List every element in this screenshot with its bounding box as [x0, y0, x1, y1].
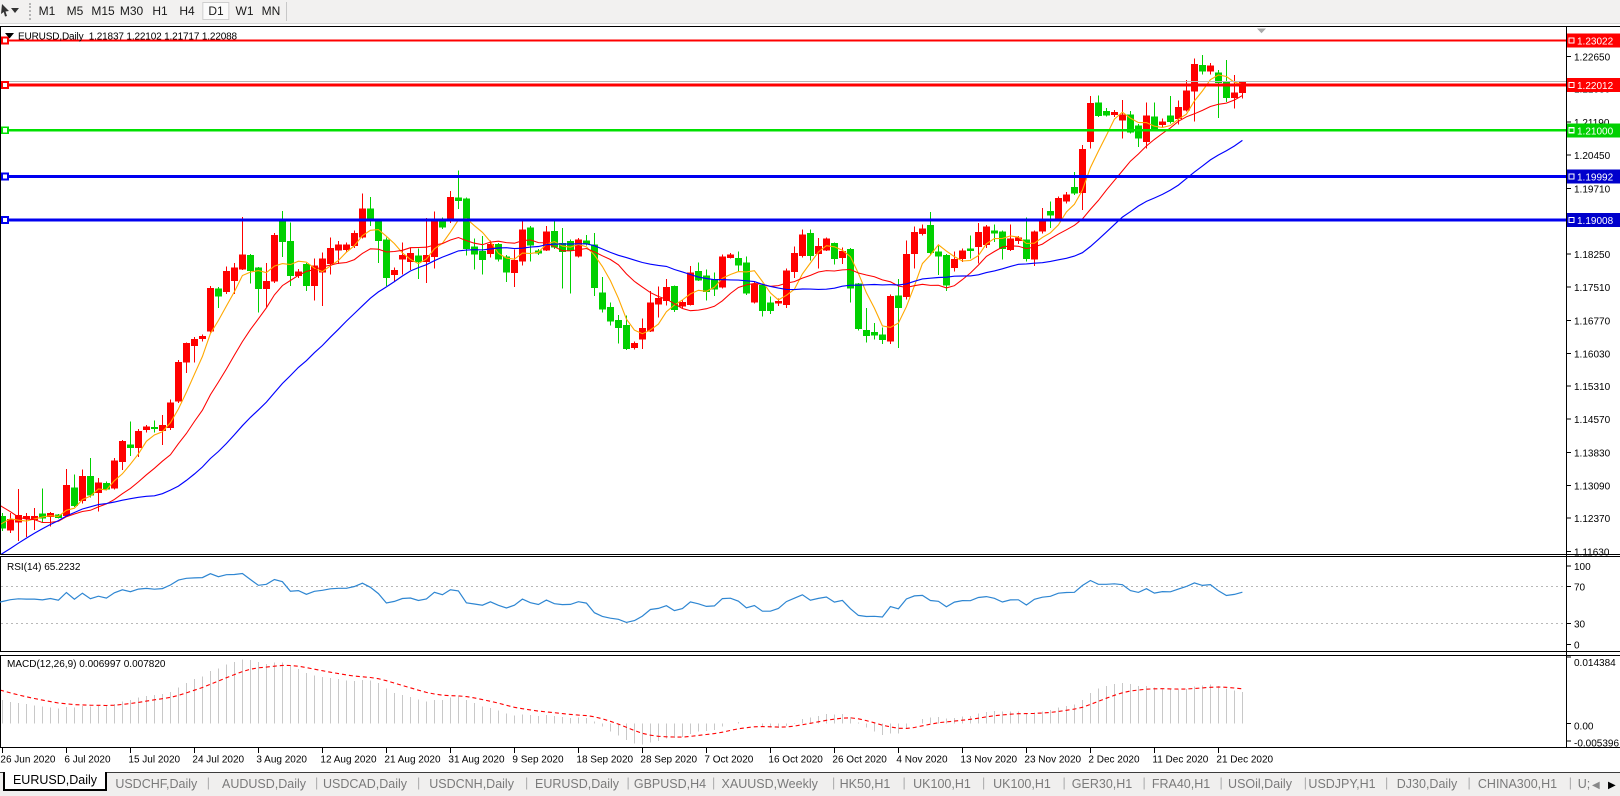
svg-text:1.16770: 1.16770 [1574, 316, 1611, 327]
svg-text:100: 100 [1574, 562, 1591, 573]
svg-text:70: 70 [1574, 583, 1586, 594]
svg-text:EURUSD,Daily 1.21837 1.22102: EURUSD,Daily 1.21837 1.22102 1.21717 1.2… [18, 32, 238, 43]
svg-text:28 Sep 2020: 28 Sep 2020 [640, 755, 697, 766]
svg-text:1.11630: 1.11630 [1574, 547, 1610, 558]
svg-text:1.13830: 1.13830 [1574, 449, 1611, 460]
svg-text:MACD(12,26,9) 0.006997 0.00782: MACD(12,26,9) 0.006997 0.007820 [7, 659, 166, 670]
svg-text:3 Aug 2020: 3 Aug 2020 [256, 755, 307, 766]
svg-text:1.14570: 1.14570 [1574, 415, 1611, 426]
svg-text:21 Aug 2020: 21 Aug 2020 [384, 755, 441, 766]
svg-text:0.014384: 0.014384 [1574, 658, 1616, 669]
svg-text:1.22650: 1.22650 [1574, 52, 1611, 63]
svg-text:1.13090: 1.13090 [1574, 482, 1611, 493]
svg-text:1.19710: 1.19710 [1574, 184, 1611, 195]
svg-text:9 Sep 2020: 9 Sep 2020 [512, 755, 564, 766]
svg-text:1.21000: 1.21000 [1577, 126, 1614, 137]
svg-text:15 Jul 2020: 15 Jul 2020 [128, 755, 180, 766]
svg-text:1.19992: 1.19992 [1577, 173, 1614, 184]
svg-text:1.18250: 1.18250 [1574, 250, 1611, 261]
svg-text:12 Aug 2020: 12 Aug 2020 [320, 755, 377, 766]
svg-text:11 Dec 2020: 11 Dec 2020 [1152, 755, 1208, 766]
svg-text:7 Oct 2020: 7 Oct 2020 [704, 755, 753, 766]
svg-text:6 Jul 2020: 6 Jul 2020 [64, 755, 111, 766]
svg-text:21 Dec 2020: 21 Dec 2020 [1216, 755, 1273, 766]
svg-text:30: 30 [1574, 620, 1586, 631]
svg-text:31 Aug 2020: 31 Aug 2020 [448, 755, 505, 766]
svg-text:1.19008: 1.19008 [1577, 216, 1614, 227]
svg-text:0.00: 0.00 [1574, 721, 1594, 732]
svg-text:1.17510: 1.17510 [1574, 283, 1611, 294]
svg-text:18 Sep 2020: 18 Sep 2020 [576, 755, 633, 766]
svg-text:1.23022: 1.23022 [1577, 37, 1614, 48]
svg-text:1.16030: 1.16030 [1574, 350, 1611, 361]
svg-text:16 Oct 2020: 16 Oct 2020 [768, 755, 823, 766]
svg-text:2 Dec 2020: 2 Dec 2020 [1088, 755, 1140, 766]
svg-text:1.20450: 1.20450 [1574, 151, 1611, 162]
svg-text:13 Nov 2020: 13 Nov 2020 [960, 755, 1017, 766]
svg-text:1.15310: 1.15310 [1574, 382, 1611, 393]
svg-text:23 Nov 2020: 23 Nov 2020 [1024, 755, 1081, 766]
svg-text:1.22012: 1.22012 [1577, 81, 1614, 92]
svg-text:1.12370: 1.12370 [1574, 514, 1611, 525]
svg-text:26 Jun 2020: 26 Jun 2020 [0, 755, 55, 766]
svg-text:0: 0 [1574, 641, 1580, 652]
svg-text:26 Oct 2020: 26 Oct 2020 [832, 755, 887, 766]
svg-text:-0.005396: -0.005396 [1574, 739, 1619, 750]
svg-text:24 Jul 2020: 24 Jul 2020 [192, 755, 244, 766]
svg-text:4 Nov 2020: 4 Nov 2020 [896, 755, 948, 766]
svg-text:RSI(14) 65.2232: RSI(14) 65.2232 [7, 562, 81, 573]
